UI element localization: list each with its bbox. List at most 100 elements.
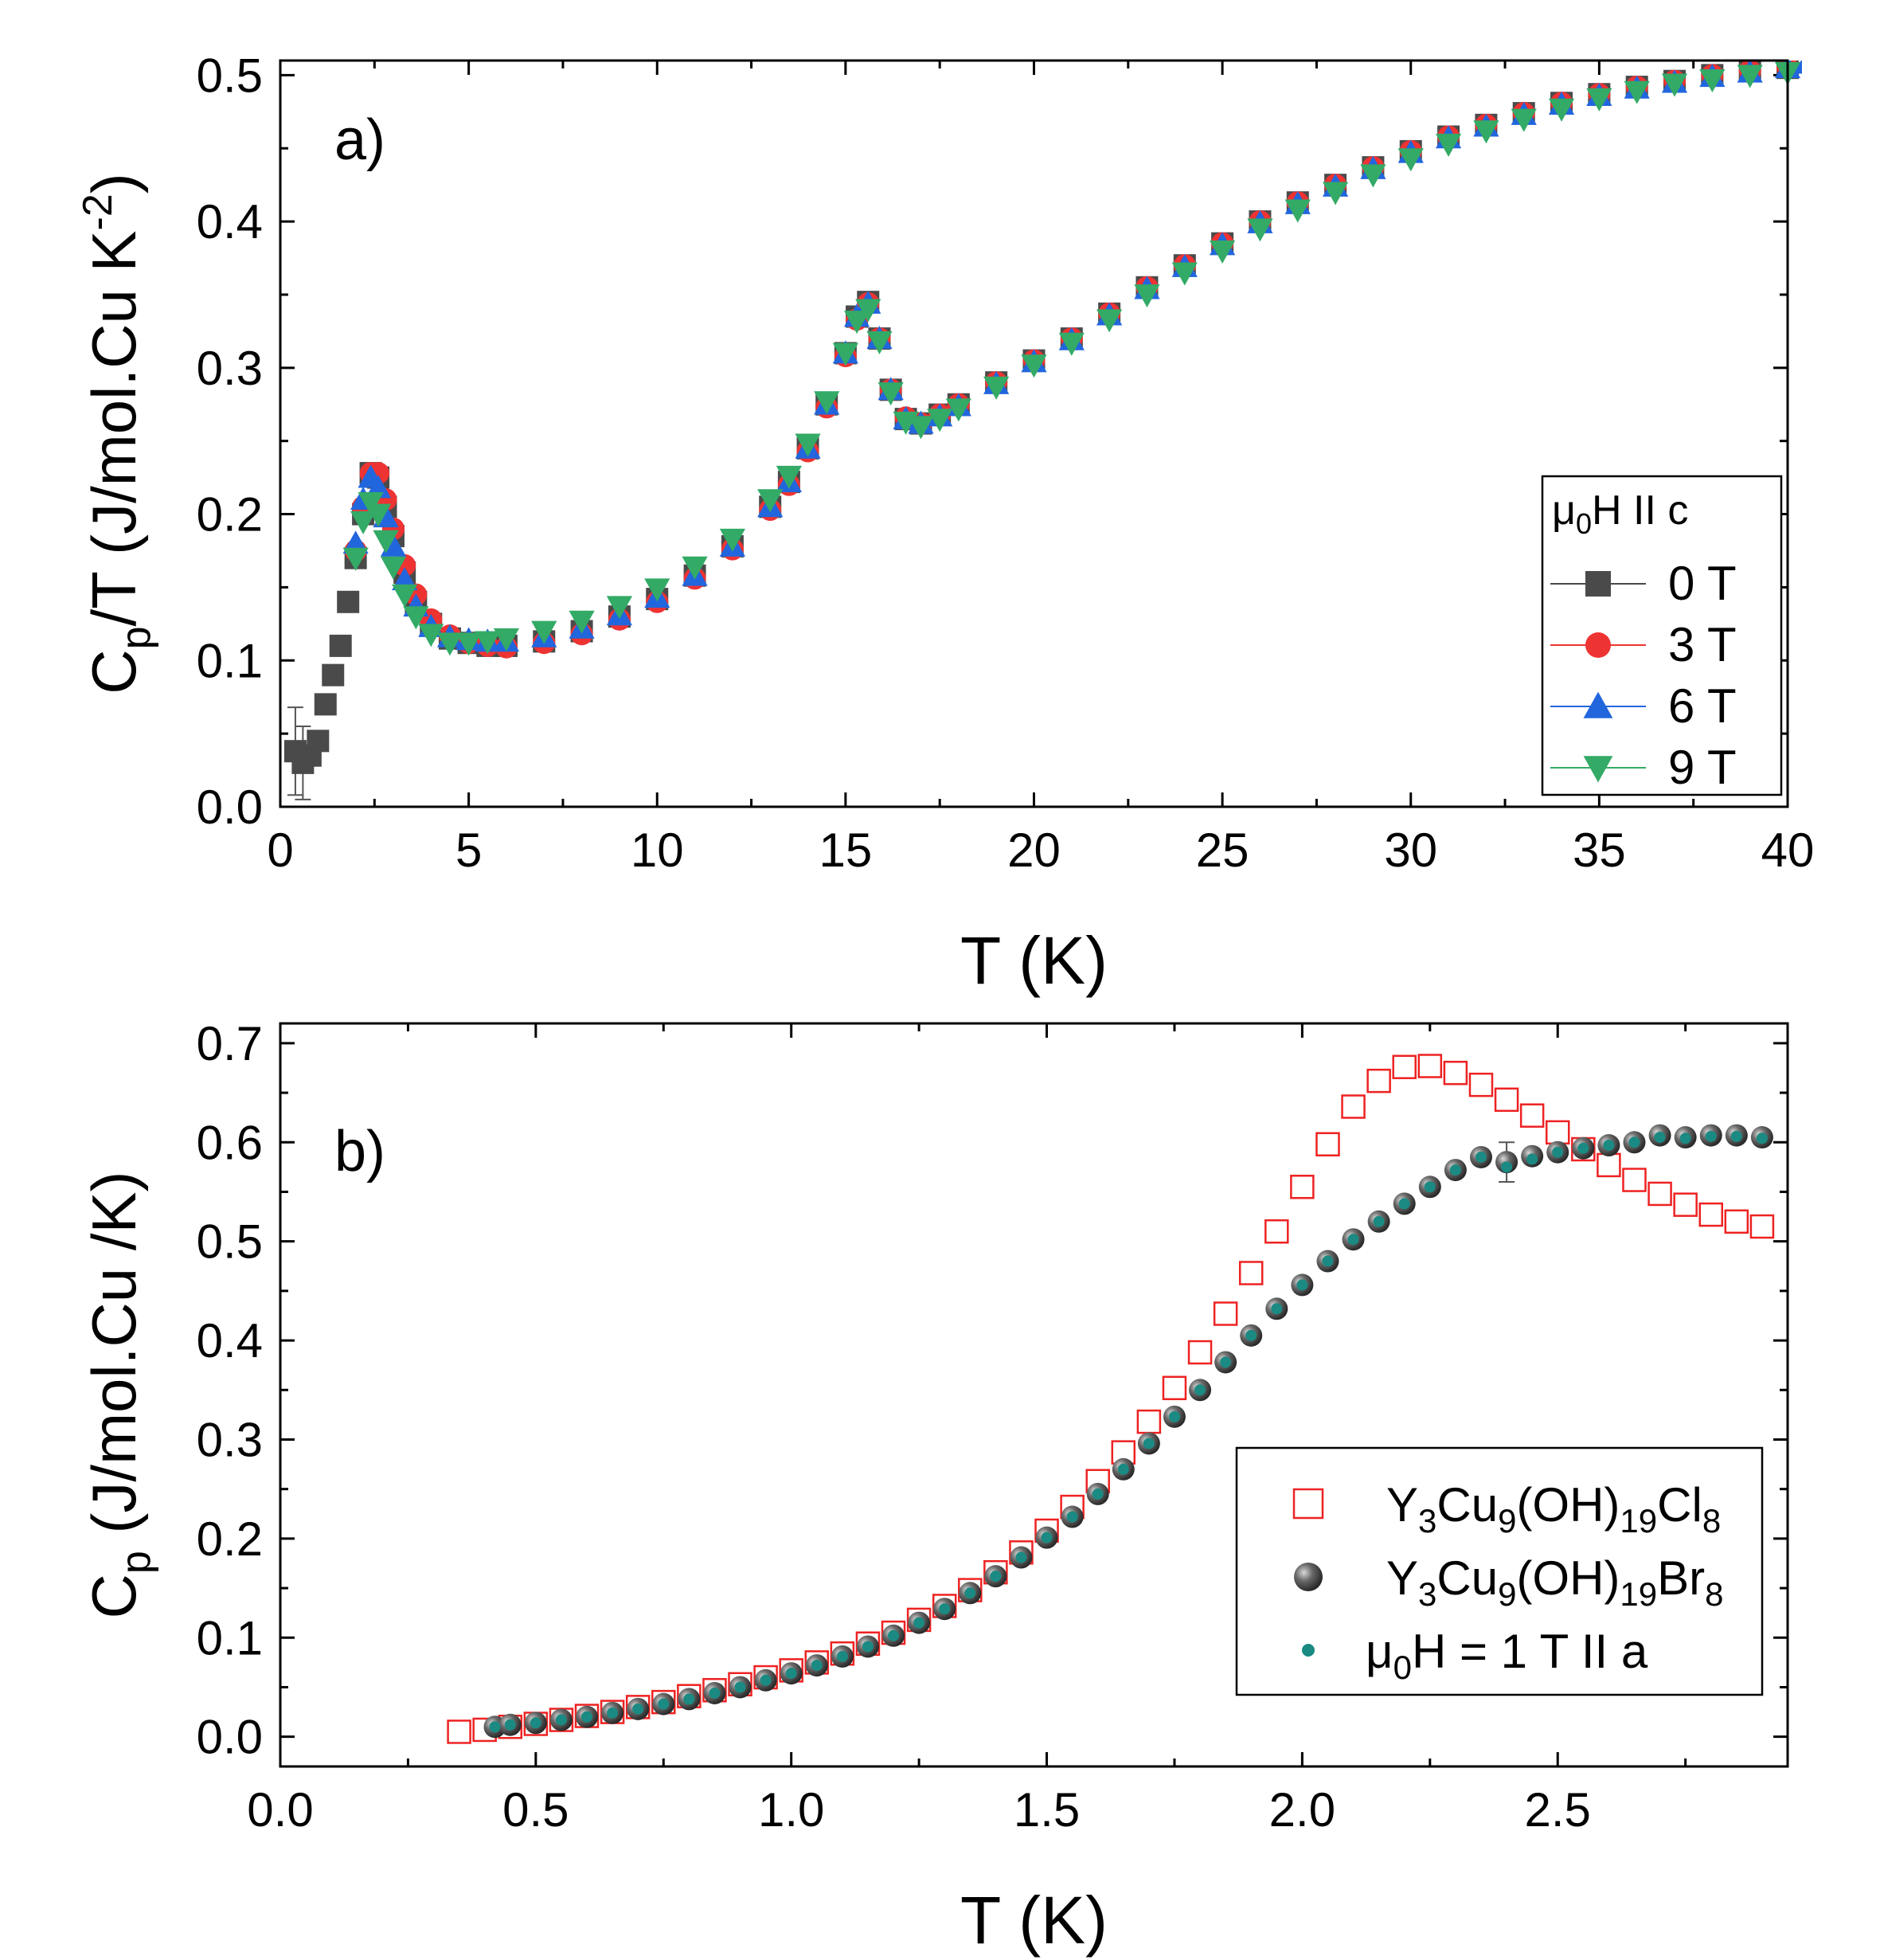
data-point: [1435, 133, 1462, 157]
data-point: [1347, 1234, 1359, 1246]
legend-text-part: Y: [1386, 1551, 1418, 1605]
data-point: [1730, 1130, 1742, 1142]
data-point: [983, 376, 1010, 400]
y-axis-label: Cp (J/mol.Cu /K): [79, 1172, 159, 1619]
data-point: [1417, 1054, 1443, 1078]
x-tick-label: 0.0: [247, 1783, 313, 1837]
x-tick-label: 35: [1573, 824, 1626, 877]
data-point: [1171, 262, 1198, 286]
panel-label: a): [334, 108, 385, 172]
data-point: [1628, 1136, 1640, 1148]
data-point: [1290, 1175, 1315, 1199]
data-point: [1597, 1152, 1621, 1178]
legend-box: [1235, 1446, 1764, 1696]
legend-text-part: Y: [1386, 1478, 1418, 1532]
data-point: [1271, 1303, 1283, 1315]
data-point: [1519, 1103, 1545, 1128]
y-axis-label: Cp/T (J/mol.Cu K-2): [75, 173, 159, 694]
data-point: [569, 610, 595, 634]
data-point: [1296, 1279, 1308, 1291]
legend-title-sub: 0: [1576, 507, 1592, 540]
legend-text-part: μ: [1366, 1625, 1393, 1678]
legend-subscript: 19: [1620, 1575, 1657, 1613]
data-point: [455, 632, 482, 656]
data-point: [1210, 240, 1236, 264]
data-point: [329, 634, 352, 657]
data-point: [1247, 218, 1273, 242]
data-point: [1679, 1133, 1691, 1144]
data-point: [1526, 1153, 1538, 1165]
data-point: [913, 1617, 925, 1629]
legend-subscript: 8: [1702, 1502, 1721, 1539]
x-tick-label: 15: [819, 824, 873, 877]
data-point: [1698, 1202, 1723, 1227]
data-point: [644, 578, 670, 602]
data-point: [1092, 1488, 1104, 1500]
data-point: [760, 1674, 772, 1686]
data-series-group: [447, 1054, 1775, 1744]
legend-label: 9 T: [1668, 741, 1737, 794]
legend-title-text: H II c: [1592, 487, 1688, 534]
legend-subscript: 9: [1498, 1575, 1516, 1613]
y-tick-label: 0.5: [197, 49, 263, 102]
legend-marker: [1302, 1644, 1315, 1657]
y-tick-label: 0.0: [197, 1711, 263, 1764]
x-tick-label: 30: [1384, 824, 1437, 877]
panel-label: b): [334, 1120, 385, 1183]
data-point: [632, 1703, 644, 1715]
legend-text-part: Cl: [1657, 1478, 1702, 1532]
data-point: [1366, 1068, 1391, 1093]
plot-frame: [279, 59, 1789, 808]
legend-text-part: Cu: [1436, 1551, 1498, 1605]
legend-box: [1541, 475, 1783, 796]
data-point: [945, 398, 971, 422]
data-point: [322, 663, 345, 687]
axis-ticks: 0 5 10 15 20 25 30 35 40 0.0 0.1 0.2 0.3 0.4 0.5: [197, 49, 1815, 877]
data-point: [1624, 80, 1650, 104]
data-point: [1162, 1375, 1187, 1401]
data-point: [1548, 98, 1575, 122]
legend-subscript: 3: [1418, 1575, 1436, 1613]
y-label-sub: p: [113, 626, 159, 649]
data-point: [1586, 88, 1612, 111]
legend-text-part: Br: [1657, 1551, 1705, 1605]
x-tick-label: 5: [455, 824, 482, 877]
y-label-text: (J/mol.Cu /K): [79, 1172, 149, 1551]
data-point: [365, 503, 392, 527]
data-point: [734, 1681, 746, 1693]
data-point: [908, 416, 934, 440]
y-label-sup: -2: [75, 194, 121, 230]
data-point: [1238, 1261, 1264, 1285]
legend-text-part: Cu: [1436, 1478, 1498, 1532]
data-point: [855, 299, 881, 323]
data-point: [1494, 1087, 1519, 1113]
y-tick-label: 0.3: [197, 1413, 263, 1466]
data-point: [342, 547, 369, 571]
panel-a-chart: 0 5 10 15 20 25 30 35 40 0.0 0.1 0.2 0.3 0.4 0.5 a) T (K…: [75, 49, 1815, 998]
x-tick-label: 2.5: [1525, 1783, 1591, 1837]
data-point: [1756, 1133, 1768, 1144]
data-series-group: [283, 61, 1802, 800]
y-tick-label: 0.7: [197, 1017, 263, 1070]
data-point: [1373, 1215, 1385, 1227]
data-point: [1213, 1301, 1238, 1326]
data-point: [964, 1587, 976, 1599]
data-point: [380, 556, 407, 580]
data-point: [1511, 108, 1537, 132]
data-point: [1392, 1054, 1417, 1079]
legend-label: Y3Cu9(OH)19Br8: [1386, 1551, 1724, 1613]
y-tick-label: 0.2: [197, 488, 263, 542]
y-tick-label: 0.6: [197, 1116, 263, 1169]
legend-marker: [1583, 756, 1613, 783]
data-point: [877, 382, 904, 406]
legend-subscript: 0: [1393, 1649, 1412, 1686]
data-point: [795, 433, 821, 457]
y-tick-label: 0.1: [197, 634, 263, 687]
y-tick-label: 0.2: [197, 1512, 263, 1566]
data-point: [939, 1603, 951, 1615]
y-tick-label: 0.4: [197, 1314, 263, 1367]
data-point: [314, 693, 337, 716]
data-point: [1647, 1181, 1672, 1207]
legend-text-part: (OH): [1516, 1551, 1620, 1605]
